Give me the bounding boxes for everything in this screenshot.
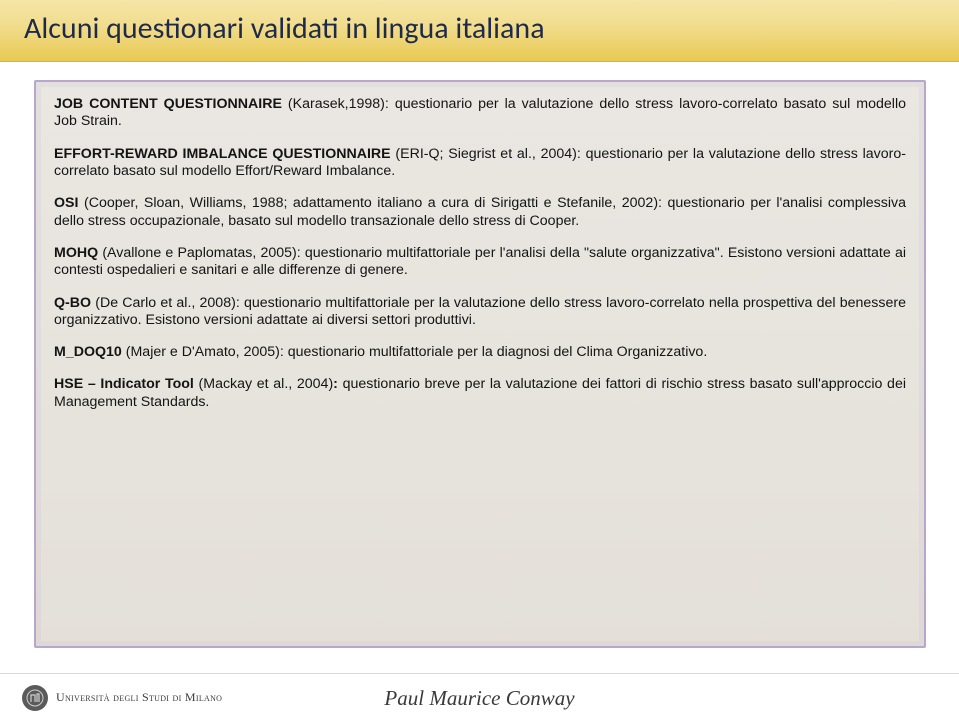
paragraph-osi: OSI (Cooper, Sloan, Williams, 1988; adat… — [54, 195, 906, 230]
footer: Università degli Studi di Milano Paul Ma… — [0, 673, 959, 721]
paragraph-eri: EFFORT-REWARD IMBALANCE QUESTIONNAIRE (E… — [54, 146, 906, 181]
paragraph-jcq: JOB CONTENT QUESTIONNAIRE (Karasek,1998)… — [54, 96, 906, 131]
lead-jcq: JOB CONTENT QUESTIONNAIRE — [54, 96, 282, 112]
seal-icon — [26, 689, 44, 707]
body-qbo: (De Carlo et al., 2008): questionario mu… — [54, 295, 906, 328]
university-name: Università degli Studi di Milano — [56, 690, 222, 705]
lead-mohq: MOHQ — [54, 245, 98, 261]
paragraph-hse: HSE – Indicator Tool (Mackay et al., 200… — [54, 376, 906, 411]
author-name: Paul Maurice Conway — [384, 686, 574, 711]
paragraph-mohq: MOHQ (Avallone e Paplomatas, 2005): ques… — [54, 245, 906, 280]
paragraph-mdoq10: M_DOQ10 (Majer e D'Amato, 2005): questio… — [54, 344, 906, 361]
header-bar: Alcuni questionari validati in lingua it… — [0, 0, 959, 62]
lead-hse: HSE – Indicator Tool — [54, 376, 194, 392]
university-seal-icon — [22, 685, 48, 711]
paragraph-qbo: Q-BO (De Carlo et al., 2008): questionar… — [54, 295, 906, 330]
slide-title: Alcuni questionari validati in lingua it… — [24, 10, 935, 47]
lead-eri: EFFORT-REWARD IMBALANCE QUESTIONNAIRE — [54, 146, 391, 162]
lead-mdoq10: M_DOQ10 — [54, 344, 122, 360]
body-mohq: (Avallone e Paplomatas, 2005): questiona… — [54, 245, 906, 278]
lead-qbo: Q-BO — [54, 295, 91, 311]
body-mdoq10: (Majer e D'Amato, 2005): questionario mu… — [122, 344, 707, 360]
university-logo: Università degli Studi di Milano — [22, 685, 222, 711]
body-osi: (Cooper, Sloan, Williams, 1988; adattame… — [54, 195, 906, 228]
content-box: JOB CONTENT QUESTIONNAIRE (Karasek,1998)… — [34, 80, 926, 648]
body-hse-a: (Mackay et al., 2004) — [194, 376, 333, 392]
lead-osi: OSI — [54, 195, 78, 211]
